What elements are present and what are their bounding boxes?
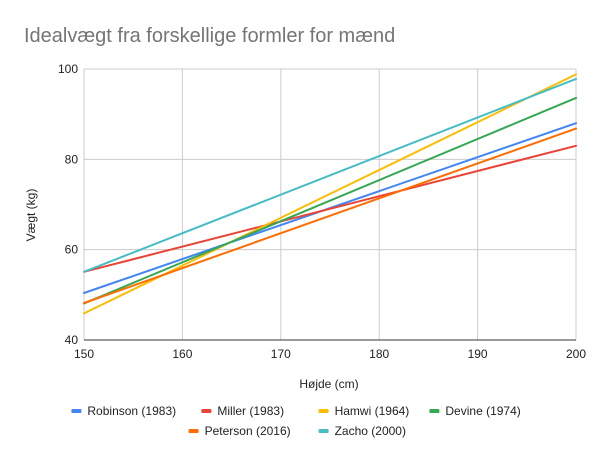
legend-swatch bbox=[201, 409, 212, 413]
x-tick-label: 200 bbox=[566, 347, 586, 361]
series-line-4 bbox=[83, 96, 577, 305]
legend-label: Hamwi (1964) bbox=[335, 404, 410, 418]
legend-label: Miller (1983) bbox=[217, 404, 284, 418]
x-axis-label: Højde (cm) bbox=[299, 377, 358, 391]
legend-item-5[interactable]: Peterson (2016) bbox=[188, 424, 291, 438]
chart-title: Idealvægt fra forskellige formler for mæ… bbox=[24, 25, 395, 47]
y-axis-label: Vægt (kg) bbox=[24, 189, 38, 242]
legend-swatch bbox=[318, 409, 329, 413]
legend-item-3[interactable]: Hamwi (1964) bbox=[318, 404, 410, 418]
series-line-5 bbox=[83, 127, 577, 304]
y-tick-label: 80 bbox=[65, 152, 79, 166]
x-tick-label: 170 bbox=[271, 347, 291, 361]
legend-label: Robinson (1983) bbox=[87, 404, 176, 418]
legend-swatch bbox=[318, 429, 329, 433]
y-tick-label: 60 bbox=[65, 243, 79, 257]
x-tick-label: 190 bbox=[468, 347, 488, 361]
series-line-6 bbox=[83, 77, 577, 273]
legend-item-6[interactable]: Zacho (2000) bbox=[318, 424, 406, 438]
legend-label: Peterson (2016) bbox=[205, 424, 291, 438]
legend-swatch bbox=[188, 429, 199, 433]
y-tick-label: 100 bbox=[58, 62, 78, 76]
legend-item-1[interactable]: Robinson (1983) bbox=[71, 404, 176, 418]
x-tick-label: 180 bbox=[369, 347, 389, 361]
y-tick-label: 40 bbox=[65, 333, 79, 347]
legend: Robinson (1983) Miller (1983) Hamwi (1964)… bbox=[71, 404, 521, 438]
legend-label: Devine (1974) bbox=[445, 404, 520, 418]
gridlines bbox=[83, 68, 577, 341]
legend-item-4[interactable]: Devine (1974) bbox=[429, 404, 521, 418]
x-tick-label: 150 bbox=[74, 347, 94, 361]
x-tick-label: 160 bbox=[172, 347, 192, 361]
legend-label: Zacho (2000) bbox=[335, 424, 406, 438]
series-lines bbox=[83, 73, 577, 315]
axes: 150 160 170 180 190 200 40 60 80 100 bbox=[58, 62, 586, 361]
legend-item-2[interactable]: Miller (1983) bbox=[201, 404, 284, 418]
series-line-2 bbox=[83, 144, 577, 273]
legend-swatch bbox=[429, 409, 440, 413]
legend-swatch bbox=[71, 409, 82, 413]
